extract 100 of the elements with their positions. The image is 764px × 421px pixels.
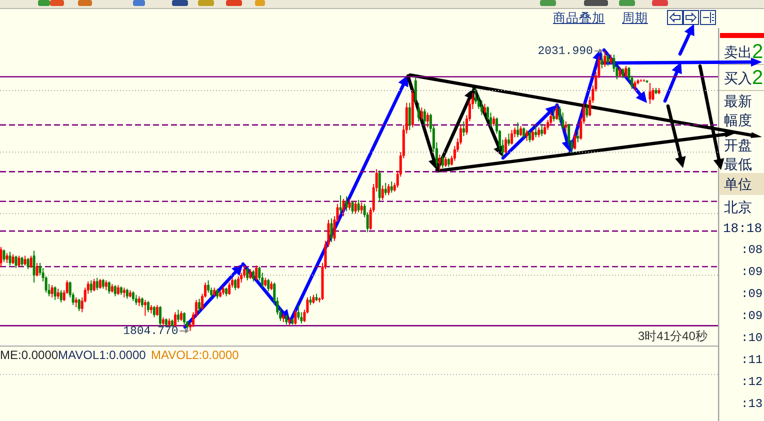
candlestick <box>624 64 628 77</box>
text: 开盘 <box>724 137 752 153</box>
candlestick <box>252 269 255 282</box>
candlestick <box>357 198 360 212</box>
candlestick <box>114 284 116 296</box>
candlestick <box>576 128 580 142</box>
candlestick <box>146 300 150 312</box>
candlestick <box>480 99 483 116</box>
candlestick <box>504 136 508 154</box>
candlestick <box>390 180 393 193</box>
candlestick <box>384 182 387 196</box>
candlestick <box>330 217 333 242</box>
text: 2 <box>752 41 764 63</box>
candlestick <box>618 66 622 77</box>
candlestick <box>528 130 532 142</box>
candlestick <box>516 121 520 138</box>
text: :09 <box>741 265 763 279</box>
candlestick <box>267 278 270 292</box>
text: 最新 <box>724 93 752 109</box>
candlestick <box>237 275 240 289</box>
candlestick <box>6 252 8 263</box>
candlestick <box>246 267 249 280</box>
annotation: 1804.770 <box>123 324 178 338</box>
candlestick <box>216 288 219 299</box>
candlestick <box>32 250 36 283</box>
candlestick <box>342 198 345 216</box>
text: MAVOL1:0.0000 <box>58 348 146 362</box>
candlestick <box>354 200 357 214</box>
text: :09 <box>741 287 763 301</box>
candlestick <box>510 128 514 145</box>
text: 商品叠加 <box>553 11 605 25</box>
annotation: 3时41分40秒 <box>638 329 708 343</box>
text: 卖出 <box>724 44 752 60</box>
candlestick <box>177 308 180 322</box>
candlestick <box>360 201 363 214</box>
candlestick <box>104 279 108 290</box>
candlestick <box>462 120 465 136</box>
candlestick <box>180 310 183 321</box>
candlestick <box>132 290 134 302</box>
candlestick <box>520 125 522 136</box>
candlestick <box>381 184 384 200</box>
candlestick <box>234 278 237 290</box>
candlestick <box>492 115 496 126</box>
candlestick <box>158 305 162 328</box>
candlestick <box>78 298 80 312</box>
candlestick <box>552 108 556 122</box>
candlestick <box>140 296 144 308</box>
candlestick <box>26 256 30 270</box>
candlestick <box>116 284 120 295</box>
candlestick <box>285 314 288 325</box>
text: :13 <box>741 397 763 411</box>
candlestick <box>606 52 610 66</box>
candlestick <box>538 126 540 138</box>
text: :09 <box>741 309 763 323</box>
candlestick <box>90 279 92 293</box>
text: 2 <box>752 67 764 89</box>
text: :12 <box>741 375 763 389</box>
candlestick <box>586 102 588 118</box>
candlestick <box>255 264 258 280</box>
text: 北京 <box>724 199 752 215</box>
candlestick <box>441 154 444 168</box>
candlestick <box>144 298 146 316</box>
candlestick <box>174 311 177 328</box>
text: 买入 <box>724 70 752 86</box>
candlestick <box>20 256 24 267</box>
candlestick <box>634 80 636 90</box>
text: 最低 <box>724 156 752 172</box>
candlestick <box>544 124 546 135</box>
candlestick <box>54 285 56 300</box>
candlestick <box>98 278 102 289</box>
candlestick <box>387 183 390 196</box>
candlestick <box>96 276 98 290</box>
candlestick <box>414 76 417 103</box>
candlestick <box>198 298 201 312</box>
candlestick <box>652 86 654 100</box>
candlestick <box>92 278 96 292</box>
candlestick <box>522 126 526 138</box>
candlestick <box>74 296 78 308</box>
candlestick <box>0 246 2 267</box>
candlestick <box>339 194 342 214</box>
text: 幅度 <box>724 112 752 128</box>
candlestick <box>156 304 158 316</box>
candlestick <box>18 254 20 267</box>
candlestick <box>138 295 140 306</box>
candlestick <box>604 50 606 67</box>
text: 18:18 <box>723 221 762 236</box>
candlestick <box>50 284 54 298</box>
candlestick <box>483 102 486 114</box>
candlestick <box>348 198 351 210</box>
candlestick <box>122 286 126 298</box>
candlestick <box>420 106 423 120</box>
candlestick <box>438 154 441 171</box>
candlestick <box>648 82 652 104</box>
candlestick <box>12 253 14 264</box>
text: 单位 <box>724 176 752 192</box>
candlestick <box>540 122 544 136</box>
candlestick <box>14 254 18 268</box>
candlestick <box>423 108 426 125</box>
candlestick <box>134 294 138 305</box>
candlestick <box>249 268 252 279</box>
